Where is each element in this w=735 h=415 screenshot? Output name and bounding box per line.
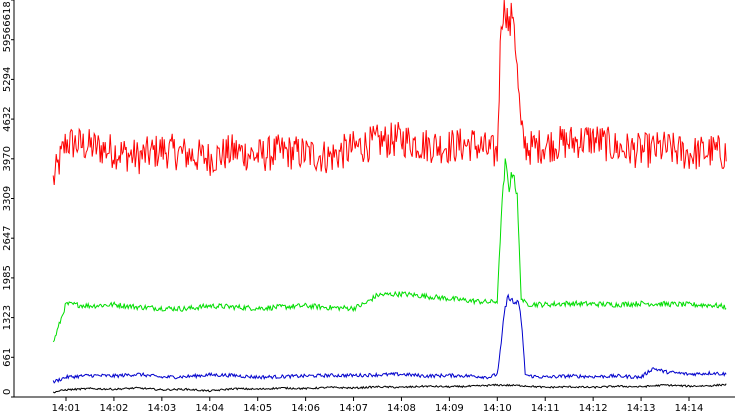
y-tick-label: 3309 [2, 186, 13, 211]
y-tick-label: 4632 [2, 106, 13, 131]
x-tick-label: 14:01 [52, 403, 81, 414]
x-tick-label: 14:09 [435, 403, 464, 414]
x-tick-label: 14:04 [195, 403, 224, 414]
x-tick-label: 14:03 [147, 403, 176, 414]
y-tick-label: 2647 [2, 225, 13, 250]
x-tick-label: 14:07 [339, 403, 368, 414]
y-tick-label: 1323 [2, 305, 13, 330]
y-tick-label: 5294 [2, 67, 13, 92]
y-tick-label: 1985 [2, 265, 13, 290]
x-tick-label: 14:14 [675, 403, 704, 414]
series-layer [52, 0, 727, 394]
x-tick-label: 14:02 [100, 403, 129, 414]
y-tick-label: 6618 [2, 1, 13, 26]
series-line-4 [52, 383, 727, 394]
x-tick-label: 14:10 [483, 403, 512, 414]
y-tick-label: 3970 [2, 146, 13, 171]
x-tick-label: 14:12 [579, 403, 608, 414]
y-tick-label: 661 [2, 348, 13, 367]
x-tick-label: 14:05 [243, 403, 272, 414]
x-tick-labels: 14:01 14:02 14:03 14:04 14:05 14:06 14:07 14:08… [52, 397, 704, 414]
series-line-1 [52, 0, 727, 186]
x-tick-label: 14:08 [387, 403, 416, 414]
series-line-3 [52, 293, 727, 384]
x-tick-label: 14:11 [531, 403, 560, 414]
axes-layer [13, 0, 735, 398]
y-tick-label: 5956 [2, 27, 13, 52]
series-line-2 [52, 158, 727, 343]
x-tick-label: 14:06 [291, 403, 320, 414]
y-tick-label: 0 [2, 389, 13, 395]
x-tick-label: 14:13 [627, 403, 656, 414]
